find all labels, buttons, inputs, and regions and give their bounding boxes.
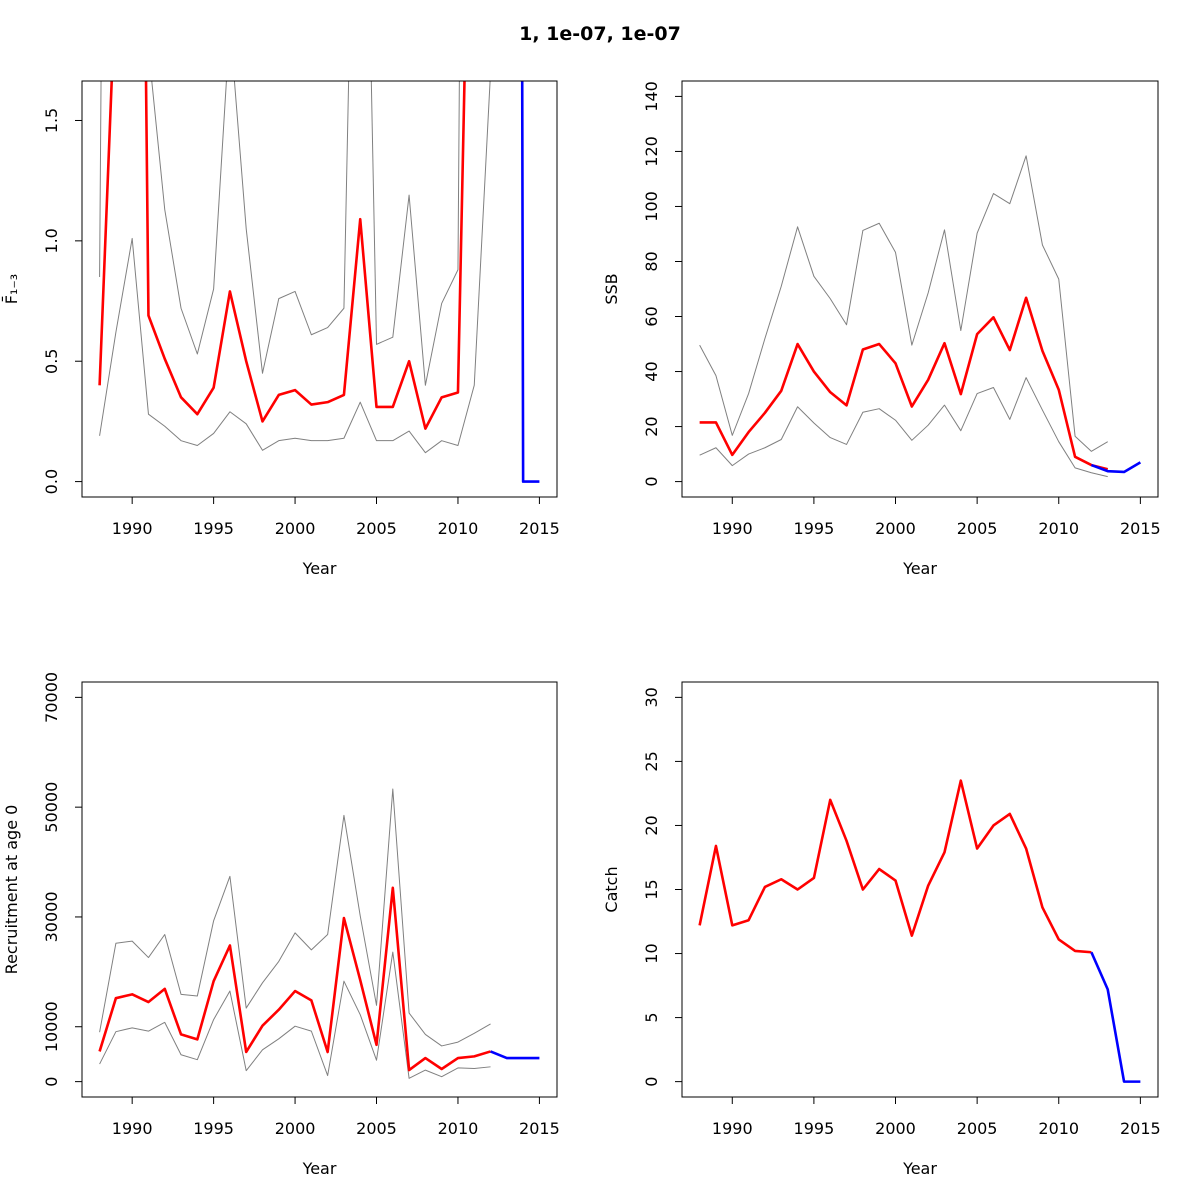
y-tick-label: 1.5 bbox=[42, 108, 61, 133]
series-line bbox=[520, 81, 540, 483]
y-tick-label: 25 bbox=[642, 751, 661, 771]
x-tick-label: 1990 bbox=[112, 1119, 153, 1138]
plot-area bbox=[698, 779, 1141, 1083]
series-line bbox=[1090, 951, 1141, 1083]
y-tick-label: 100 bbox=[642, 191, 661, 222]
plot-frame bbox=[81, 80, 558, 498]
series-line bbox=[699, 377, 1108, 478]
x-tick-label: 2015 bbox=[1120, 1119, 1161, 1138]
x-tick-label: 1990 bbox=[712, 519, 753, 538]
series-line bbox=[99, 951, 491, 1079]
plot-frame bbox=[81, 681, 558, 1098]
x-tick-label: 2000 bbox=[275, 519, 316, 538]
x-tick-label: 1990 bbox=[712, 1119, 753, 1138]
y-tick-label: 30 bbox=[642, 687, 661, 707]
series-line bbox=[699, 296, 1109, 471]
y-tick-label: 0.5 bbox=[42, 348, 61, 373]
series-line bbox=[490, 1050, 540, 1060]
y-axis-label: F̄₁₋₃ bbox=[2, 274, 21, 304]
y-tick-label: 15 bbox=[642, 879, 661, 899]
x-tick-label: 2005 bbox=[356, 519, 397, 538]
series-line bbox=[99, 81, 491, 454]
x-tick-label: 1995 bbox=[794, 519, 835, 538]
y-tick-label: 80 bbox=[642, 251, 661, 271]
plot-area bbox=[98, 788, 540, 1079]
x-tick-label: 2010 bbox=[438, 1119, 479, 1138]
x-tick-label: 2010 bbox=[1038, 1119, 1079, 1138]
y-tick-label: 70000 bbox=[42, 672, 61, 723]
x-tick-label: 2010 bbox=[438, 519, 479, 538]
x-tick-label: 2005 bbox=[957, 1119, 998, 1138]
x-tick-label: 2015 bbox=[1120, 519, 1161, 538]
y-tick-label: 50000 bbox=[42, 782, 61, 833]
y-tick-label: 0 bbox=[642, 1077, 661, 1087]
series-line bbox=[99, 788, 491, 1047]
series-line bbox=[98, 81, 466, 430]
x-axis-label: Year bbox=[902, 559, 937, 578]
series-line bbox=[98, 886, 491, 1072]
y-axis-label: Recruitment at age 0 bbox=[2, 805, 21, 975]
x-axis-label: Year bbox=[302, 559, 337, 578]
y-tick-label: 140 bbox=[642, 81, 661, 112]
y-tick-label: 10000 bbox=[42, 1001, 61, 1052]
y-tick-label: 30000 bbox=[42, 891, 61, 942]
plot-frame bbox=[681, 681, 1159, 1098]
x-axis-label: Year bbox=[302, 1159, 337, 1178]
y-tick-label: 0 bbox=[42, 1077, 61, 1087]
plot-area bbox=[699, 155, 1142, 478]
x-axis-label: Year bbox=[902, 1159, 937, 1178]
x-tick-label: 2015 bbox=[519, 519, 560, 538]
series-line bbox=[699, 155, 1108, 452]
plot-frame bbox=[681, 80, 1159, 498]
x-tick-label: 1995 bbox=[794, 1119, 835, 1138]
y-tick-label: 1.0 bbox=[42, 228, 61, 253]
x-tick-label: 2000 bbox=[875, 519, 916, 538]
series-line bbox=[99, 81, 460, 386]
x-tick-label: 1995 bbox=[193, 1119, 234, 1138]
y-tick-label: 10 bbox=[642, 943, 661, 963]
y-tick-label: 0 bbox=[642, 476, 661, 486]
y-tick-label: 0.0 bbox=[42, 469, 61, 494]
y-tick-label: 20 bbox=[642, 416, 661, 436]
plot-area bbox=[98, 81, 540, 483]
x-tick-label: 2000 bbox=[875, 1119, 916, 1138]
x-tick-label: 1990 bbox=[112, 519, 153, 538]
x-tick-label: 2005 bbox=[957, 519, 998, 538]
y-tick-label: 120 bbox=[642, 136, 661, 167]
y-tick-label: 60 bbox=[642, 306, 661, 326]
y-axis-label: SSB bbox=[602, 273, 621, 304]
x-tick-label: 2010 bbox=[1038, 519, 1079, 538]
y-tick-label: 40 bbox=[642, 361, 661, 381]
x-tick-label: 1995 bbox=[193, 519, 234, 538]
figure-title: 1, 1e-07, 1e-07 bbox=[519, 23, 681, 45]
x-tick-label: 2000 bbox=[275, 1119, 316, 1138]
y-tick-label: 5 bbox=[642, 1012, 661, 1022]
x-tick-label: 2005 bbox=[356, 1119, 397, 1138]
x-tick-label: 2015 bbox=[519, 1119, 560, 1138]
y-axis-label: Catch bbox=[602, 866, 621, 912]
series-line bbox=[1090, 461, 1142, 474]
y-tick-label: 20 bbox=[642, 815, 661, 835]
series-line bbox=[698, 779, 1092, 954]
